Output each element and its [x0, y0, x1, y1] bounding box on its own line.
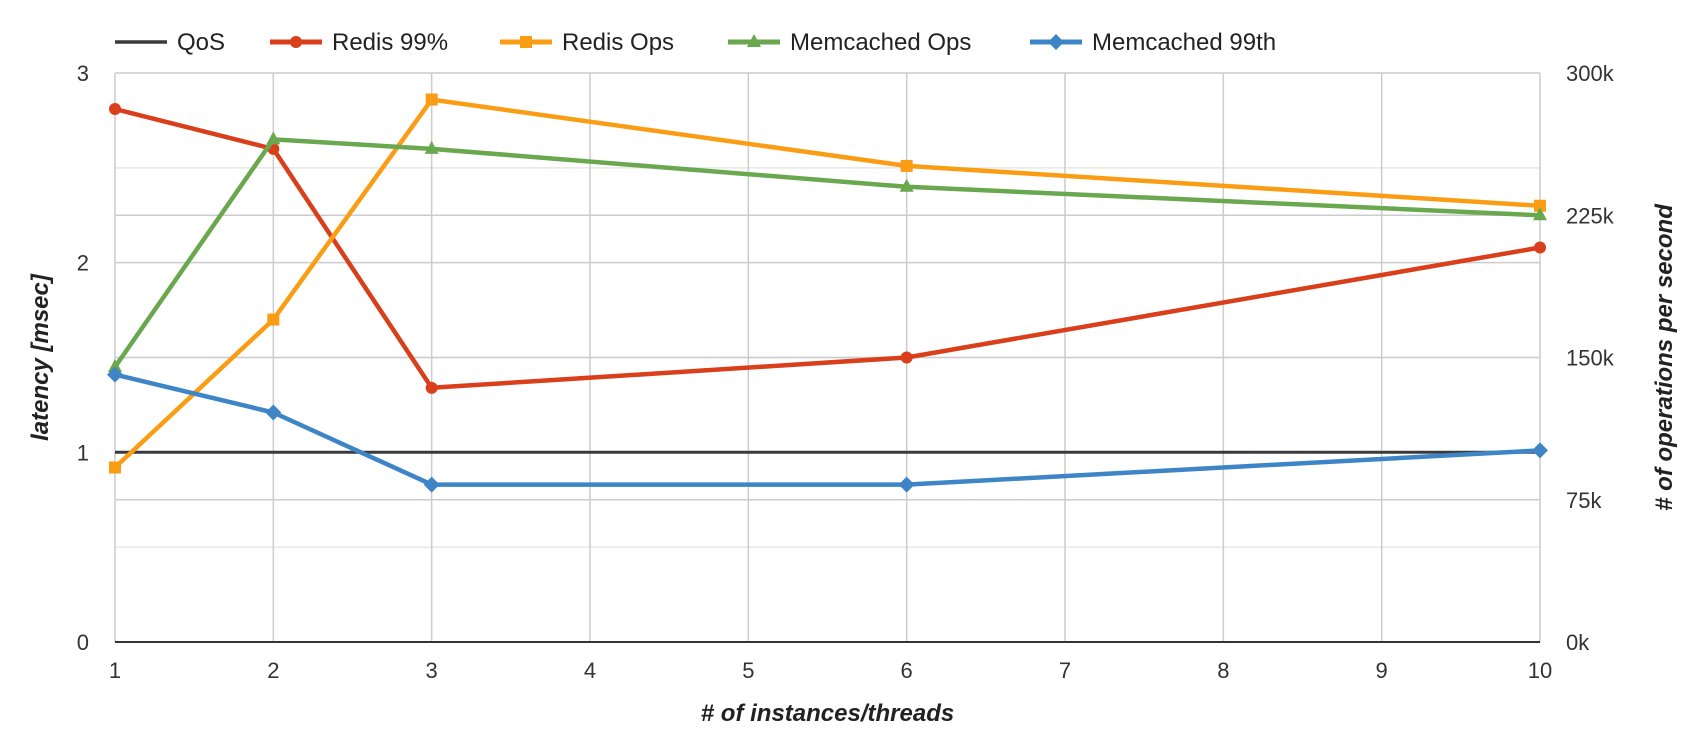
series-layer [107, 93, 1548, 493]
series-line-memcached-99th [114, 372, 1541, 487]
y2-tick-label: 300k [1566, 61, 1615, 86]
legend-marker [1048, 34, 1064, 50]
series-memcached-99th [107, 366, 1548, 493]
x-tick-label: 10 [1528, 658, 1552, 683]
legend-label: Memcached 99th [1092, 29, 1276, 56]
x-tick-label: 7 [1059, 658, 1071, 683]
y2-tick-label: 225k [1566, 203, 1615, 228]
legend-item-memcached-99th: Memcached 99th [1030, 29, 1276, 56]
data-point-redis-99 [900, 351, 913, 364]
y2-tick-label: 0k [1566, 630, 1590, 655]
x-tick-label: 4 [584, 658, 596, 683]
data-point-redis-ops [425, 93, 438, 106]
data-point-memcached-ops [424, 140, 439, 154]
y2-tick-label: 75k [1566, 488, 1602, 513]
series-line-redis-99 [114, 106, 1541, 391]
x-tick-label: 1 [109, 658, 121, 683]
data-point-memcached-ops [108, 358, 122, 372]
legend-marker [290, 36, 302, 48]
grid [114, 72, 1541, 643]
data-point-memcached-99th [898, 476, 915, 493]
data-point-memcached-99th [1532, 442, 1548, 459]
x-axis-title: # of instances/threads [701, 700, 954, 727]
y2-axis-title: # of operations per second [1651, 203, 1678, 511]
legend: QoS Redis 99% Redis Ops Memcached Ops Memcac… [115, 29, 1276, 56]
data-point-redis-99 [1534, 241, 1546, 254]
x-tick-label: 2 [267, 658, 279, 683]
x-tick-label: 3 [426, 658, 438, 683]
x-tick-label: 5 [742, 658, 754, 683]
data-point-memcached-99th [423, 476, 440, 493]
y-axis-title: latency [msec] [27, 273, 54, 441]
series-memcached-ops [108, 131, 1547, 372]
data-point-memcached-99th [265, 404, 282, 421]
legend-marker [747, 34, 761, 47]
series-line-memcached-ops [113, 137, 1541, 369]
data-point-redis-ops [267, 313, 280, 326]
legend-item-qos: QoS [115, 29, 225, 56]
data-point-memcached-99th [107, 366, 123, 383]
y-tick-label: 1 [77, 440, 89, 465]
x-tick-label: 9 [1376, 658, 1388, 683]
legend-marker [520, 36, 532, 48]
data-point-memcached-ops [266, 131, 281, 145]
series-redis-ops [109, 93, 1546, 474]
legend-item-memcached-ops: Memcached Ops [728, 29, 971, 56]
legend-label: Memcached Ops [790, 29, 971, 56]
y-tick-label: 0 [77, 630, 89, 655]
legend-label: Redis 99% [332, 29, 448, 56]
data-point-memcached-ops [899, 178, 914, 192]
data-point-redis-ops [900, 159, 913, 172]
legend-item-redis-ops: Redis Ops [500, 29, 674, 56]
x-tick-label: 6 [901, 658, 913, 683]
y-tick-label: 2 [77, 251, 89, 276]
data-point-redis-99 [109, 103, 121, 116]
series-redis-99 [109, 103, 1546, 394]
legend-label: Redis Ops [562, 29, 674, 56]
y-tick-label: 3 [77, 61, 89, 86]
x-tick-label: 8 [1217, 658, 1229, 683]
data-point-memcached-ops [1533, 207, 1547, 221]
y2-tick-label: 150k [1566, 346, 1615, 371]
legend-label: QoS [177, 29, 225, 56]
data-point-redis-ops [109, 461, 121, 474]
data-point-redis-99 [425, 381, 438, 394]
data-point-redis-ops [1534, 199, 1546, 212]
legend-item-redis-99: Redis 99% [270, 29, 448, 56]
